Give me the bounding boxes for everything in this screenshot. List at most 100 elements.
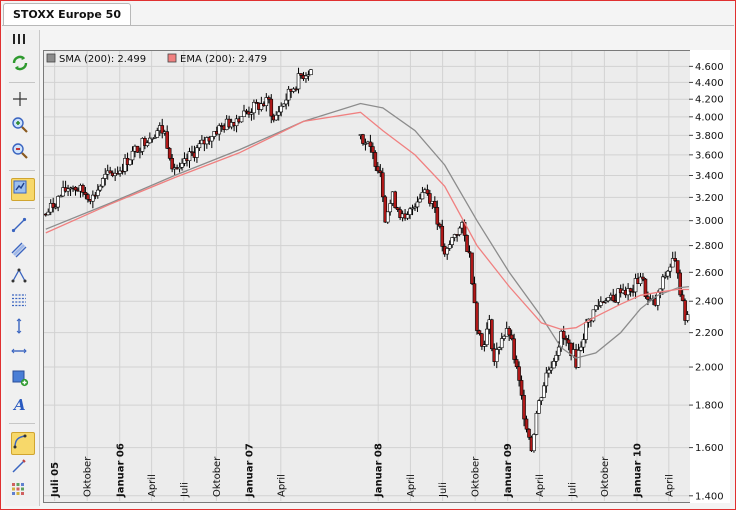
legend-label-ema: EMA (200): 2.479 [180, 54, 267, 65]
price-axis [690, 50, 730, 503]
toolbar-separator [9, 82, 35, 83]
candle-body [626, 288, 630, 296]
tab-stoxx-europe-50[interactable]: STOXX Europe 50 [3, 3, 131, 26]
candle-body [167, 148, 172, 159]
y-tick-label: 4.600 [695, 62, 724, 73]
candle-body [286, 88, 291, 101]
y-tick-label: 3.800 [695, 131, 724, 142]
candle-body [405, 214, 410, 219]
candle-body [564, 338, 568, 341]
refresh-icon[interactable] [11, 54, 33, 75]
candle-body [433, 200, 437, 208]
candle-body [187, 151, 192, 161]
candle-body [428, 193, 432, 204]
legend-swatch-sma [46, 53, 56, 63]
candle-body [368, 141, 373, 147]
candle-body [490, 319, 494, 350]
y-tick-label: 3.000 [695, 216, 724, 227]
candle-body [457, 227, 462, 235]
candle-body [638, 276, 643, 285]
x-tick-label: April [535, 474, 546, 497]
toolbar-separator [9, 170, 35, 171]
candle-body [482, 344, 487, 347]
candle-body [668, 266, 673, 272]
candle-body [66, 188, 70, 192]
candle-body [467, 251, 472, 254]
candle-body [252, 101, 256, 114]
pencil-icon[interactable] [11, 458, 33, 479]
candle-body [100, 178, 105, 187]
candle-body [296, 73, 301, 90]
candle-body [472, 283, 477, 304]
text-icon[interactable]: A [11, 395, 33, 416]
rectangle-add-icon[interactable] [11, 369, 33, 390]
candle-body [683, 300, 687, 321]
candle-body [83, 192, 88, 195]
candle-body [61, 187, 65, 197]
candle-body [549, 367, 554, 371]
horizontal-line-icon[interactable] [11, 343, 33, 364]
candle-body [480, 333, 484, 347]
toolbar-separator [9, 423, 35, 424]
crosshair-icon[interactable] [11, 90, 33, 111]
y-tick-label: 2.200 [695, 328, 724, 339]
candle-body [103, 173, 108, 179]
zoom-in-icon[interactable] [11, 116, 33, 137]
x-tick-label: Juli [438, 482, 449, 498]
candle-body [665, 270, 670, 277]
candle-body [155, 130, 160, 138]
x-tick-label: Oktober [83, 456, 94, 497]
candle-body [197, 143, 202, 149]
candle-body [519, 380, 524, 396]
candle-body [611, 294, 616, 302]
fibonacci-icon[interactable] [11, 292, 33, 313]
candle-body [383, 196, 388, 223]
y-tick-label: 3.400 [695, 171, 724, 182]
arc-icon[interactable] [11, 432, 35, 455]
candle-body [393, 191, 397, 208]
candle-body [361, 134, 365, 144]
candle-body [281, 103, 286, 107]
candle-body [304, 75, 308, 79]
candle-body [274, 114, 279, 121]
candle-body [445, 248, 450, 255]
candle-body [497, 347, 502, 350]
candle-body [641, 276, 645, 280]
candle-body [663, 275, 668, 278]
candle-body [284, 99, 288, 105]
trendline-icon[interactable] [11, 217, 33, 238]
pattern-icon[interactable] [11, 267, 33, 288]
channel-icon[interactable] [11, 242, 33, 263]
grip-icon[interactable] [11, 32, 33, 53]
grid-icon[interactable] [11, 482, 33, 503]
y-tick-label: 3.600 [695, 150, 724, 161]
candle-body [675, 260, 680, 274]
candle-body [376, 166, 380, 172]
candle-body [522, 395, 526, 420]
candle-body [420, 192, 425, 200]
candle-body [594, 305, 598, 311]
candle-body [452, 234, 457, 238]
candle-body [628, 288, 633, 292]
candle-body [447, 244, 452, 249]
candle-body [512, 338, 516, 360]
svg-text:A: A [12, 396, 26, 413]
legend-label-sma: SMA (200): 2.499 [59, 54, 146, 65]
vertical-line-icon[interactable] [11, 318, 33, 339]
candle-body [646, 296, 650, 300]
candle-body [576, 350, 581, 368]
candle-body [470, 252, 474, 285]
indicator-icon[interactable] [11, 178, 35, 201]
candle-body [180, 162, 184, 168]
ema-200-line [45, 111, 690, 331]
candle-body [170, 158, 174, 170]
candle-body [266, 97, 271, 100]
candle-body [435, 207, 440, 225]
candle-body [363, 143, 368, 145]
candle-body [145, 142, 150, 146]
candle-body [599, 301, 603, 306]
zoom-out-icon[interactable] [11, 142, 33, 163]
x-tick-label: Oktober [600, 456, 611, 497]
candle-body [130, 150, 135, 161]
